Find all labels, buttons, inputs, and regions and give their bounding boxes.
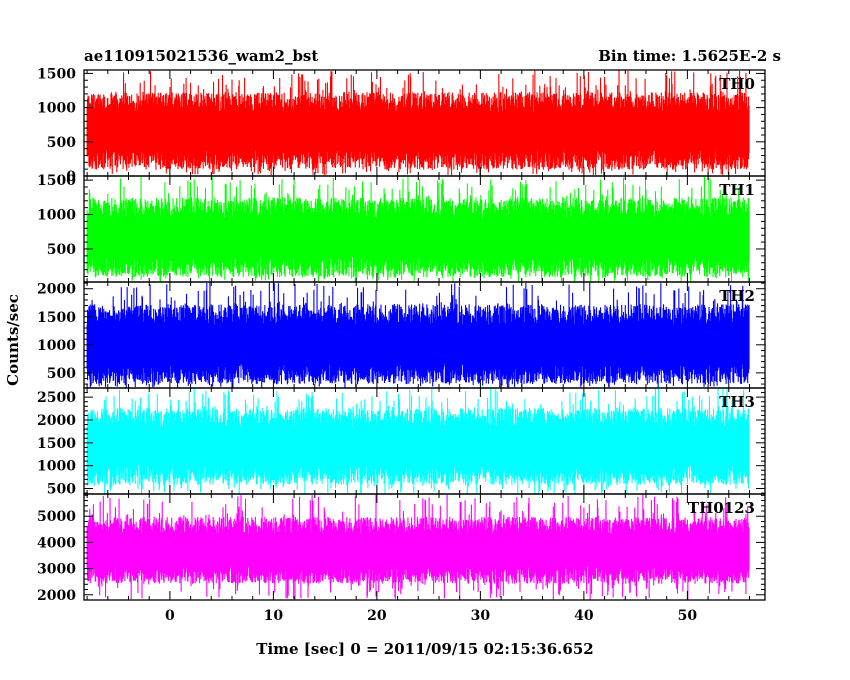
x-tick-label: 20 (367, 608, 387, 624)
bin-time-label: Bin time: 1.5625E-2 s (598, 47, 781, 65)
y-tick-label: 1500 (37, 436, 76, 452)
y-tick-label: 5000 (37, 509, 76, 525)
y-tick-label: 1000 (37, 208, 76, 224)
x-tick-label: 10 (264, 608, 284, 624)
series-core-th2 (87, 331, 750, 358)
x-axis-label: Time [sec] 0 = 2011/09/15 02:15:36.652 (256, 640, 593, 658)
x-tick-label: 30 (471, 608, 491, 624)
panel-label-th1: TH1 (719, 181, 755, 199)
panel-label-th2: TH2 (719, 287, 755, 305)
y-tick-label: 500 (47, 482, 76, 498)
y-tick-label: 1000 (37, 101, 76, 117)
y-tick-label: 2000 (37, 413, 76, 429)
y-tick-label: 2500 (37, 390, 76, 406)
y-tick-label: 1500 (37, 66, 76, 82)
y-tick-label: 4000 (37, 535, 76, 551)
panel-label-th0123: TH0123 (688, 499, 755, 517)
series-core-th0 (87, 119, 750, 145)
panel-th2: 500 1000 1500 2000 TH2 (37, 281, 766, 389)
figure-title: ae110915021536_wam2_bst (84, 47, 318, 65)
series-core-th0123 (87, 540, 750, 563)
y-tick-label: 3000 (37, 562, 76, 578)
series-core-th3 (87, 434, 750, 460)
panel-frame (83, 493, 766, 601)
y-tick-label: 0 (66, 169, 76, 185)
y-tick-label: 500 (47, 242, 76, 258)
y-tick-label: 2000 (37, 588, 76, 604)
x-tick-label: 40 (574, 608, 594, 624)
y-tick-label: 1500 (37, 173, 76, 189)
x-tick-label: 0 (165, 608, 175, 624)
panel-th3: 500 1000 1500 2000 2500 TH3 (37, 387, 766, 498)
x-tick-label: 50 (678, 608, 698, 624)
panel-label-th3: TH3 (719, 393, 755, 411)
y-tick-label: 1000 (37, 338, 76, 354)
y-tick-label: 1000 (37, 459, 76, 475)
y-tick-label: 500 (47, 135, 76, 151)
panel-label-th0: TH0 (719, 75, 755, 93)
series-core-th1 (87, 225, 750, 252)
y-tick-label: 500 (47, 366, 76, 382)
y-axis-label: Counts/sec (4, 294, 22, 386)
panel-th0123: 2000 3000 4000 5000 TH0123 (37, 493, 766, 604)
y-tick-label: 2000 (37, 282, 76, 298)
y-tick-label: 1500 (37, 310, 76, 326)
panel-th0: 0 500 1000 1500 TH0 (37, 66, 766, 185)
panel-th1: 500 1000 1500 TH1 (37, 173, 766, 283)
